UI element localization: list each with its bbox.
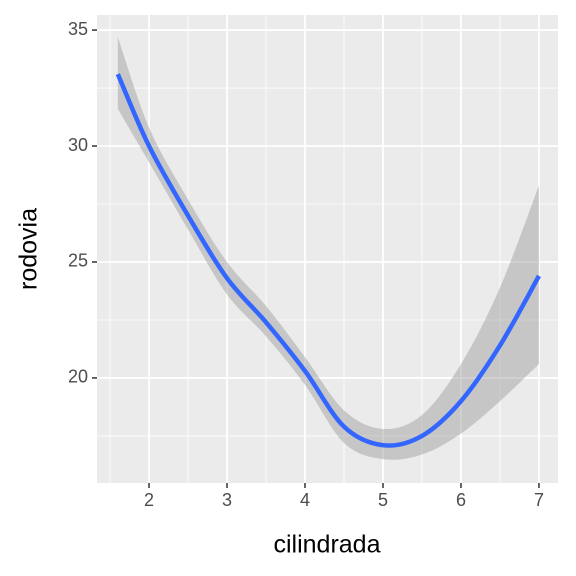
x-tick-label: 4 xyxy=(300,490,310,510)
x-tick-label: 7 xyxy=(534,490,544,510)
x-tick-label: 6 xyxy=(456,490,466,510)
y-tick-label: 20 xyxy=(68,367,88,387)
y-tick-label: 25 xyxy=(68,251,88,271)
confidence-band xyxy=(117,37,539,460)
y-tick-label: 30 xyxy=(68,135,88,155)
y-axis-title: rodovia xyxy=(15,208,43,290)
x-axis-title: cilindrada xyxy=(273,531,380,559)
y-tick-label: 35 xyxy=(68,19,88,39)
x-tick-label: 3 xyxy=(222,490,232,510)
trend-line xyxy=(115,73,541,448)
x-tick-label: 5 xyxy=(378,490,388,510)
x-tick-label: 2 xyxy=(144,490,154,510)
